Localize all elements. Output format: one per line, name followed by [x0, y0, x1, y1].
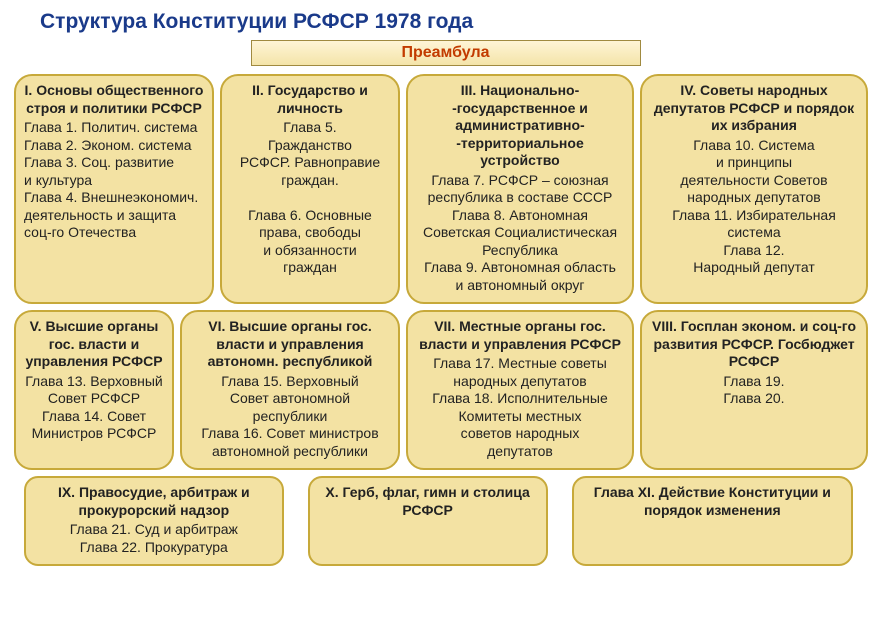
preamble-row: Преамбула	[14, 40, 877, 66]
section-heading: II. Государство и личность	[230, 82, 390, 117]
section-body: Глава 19. Глава 20.	[650, 373, 858, 408]
section-heading: VIII. Госплан эконом. и соц-го развития …	[650, 318, 858, 371]
section-body: Глава 13. Верховный Совет РСФСР Глава 14…	[24, 373, 164, 443]
section-card-vi: VI. Высшие органы гос. власти и управлен…	[180, 310, 400, 470]
section-body: Глава 7. РСФСР – союзная республика в со…	[416, 172, 624, 295]
section-card-ii: II. Государство и личность Глава 5. Граж…	[220, 74, 400, 304]
section-card-ix: IX. Правосудие, арбитраж и прокурорский …	[24, 476, 284, 566]
section-card-viii: VIII. Госплан эконом. и соц-го развития …	[640, 310, 868, 470]
section-body: Глава 21. Суд и арбитраж Глава 22. Проку…	[34, 521, 274, 556]
section-heading: VI. Высшие органы гос. власти и управлен…	[190, 318, 390, 371]
section-heading: IX. Правосудие, арбитраж и прокурорский …	[34, 484, 274, 519]
section-heading: Глава XI. Действие Конституции и порядок…	[582, 484, 843, 519]
section-card-i: I. Основы общественного строя и политики…	[14, 74, 214, 304]
section-heading: V. Высшие органы гос. власти и управлени…	[24, 318, 164, 371]
sections-row-3: IX. Правосудие, арбитраж и прокурорский …	[14, 476, 877, 566]
section-body: Глава 17. Местные советы народных депута…	[416, 355, 624, 460]
section-heading: IV. Советы народных депутатов РСФСР и по…	[650, 82, 858, 135]
section-heading: I. Основы общественного строя и политики…	[24, 82, 204, 117]
section-body: Глава 10. Система и принципы деятельност…	[650, 137, 858, 277]
section-card-iv: IV. Советы народных депутатов РСФСР и по…	[640, 74, 868, 304]
section-heading: VII. Местные органы гос. власти и управл…	[416, 318, 624, 353]
page: Структура Конституции РСФСР 1978 года Пр…	[0, 0, 891, 630]
section-card-iii: III. Национально- -государственное и адм…	[406, 74, 634, 304]
section-heading: III. Национально- -государственное и адм…	[416, 82, 624, 170]
sections-row-2: V. Высшие органы гос. власти и управлени…	[14, 310, 877, 470]
section-card-v: V. Высшие органы гос. власти и управлени…	[14, 310, 174, 470]
sections-row-1: I. Основы общественного строя и политики…	[14, 74, 877, 304]
section-body: Глава 5. Гражданство РСФСР. Равноправие …	[230, 119, 390, 277]
section-card-xi: Глава XI. Действие Конституции и порядок…	[572, 476, 853, 566]
section-body: Глава 15. Верховный Совет автономной рес…	[190, 373, 390, 461]
section-body: Глава 1. Политич. система Глава 2. Эконо…	[24, 119, 204, 242]
section-heading: X. Герб, флаг, гимн и столица РСФСР	[318, 484, 538, 519]
section-card-x: X. Герб, флаг, гимн и столица РСФСР	[308, 476, 548, 566]
preamble-box: Преамбула	[251, 40, 641, 66]
diagram-title: Структура Конституции РСФСР 1978 года	[40, 10, 877, 34]
section-card-vii: VII. Местные органы гос. власти и управл…	[406, 310, 634, 470]
